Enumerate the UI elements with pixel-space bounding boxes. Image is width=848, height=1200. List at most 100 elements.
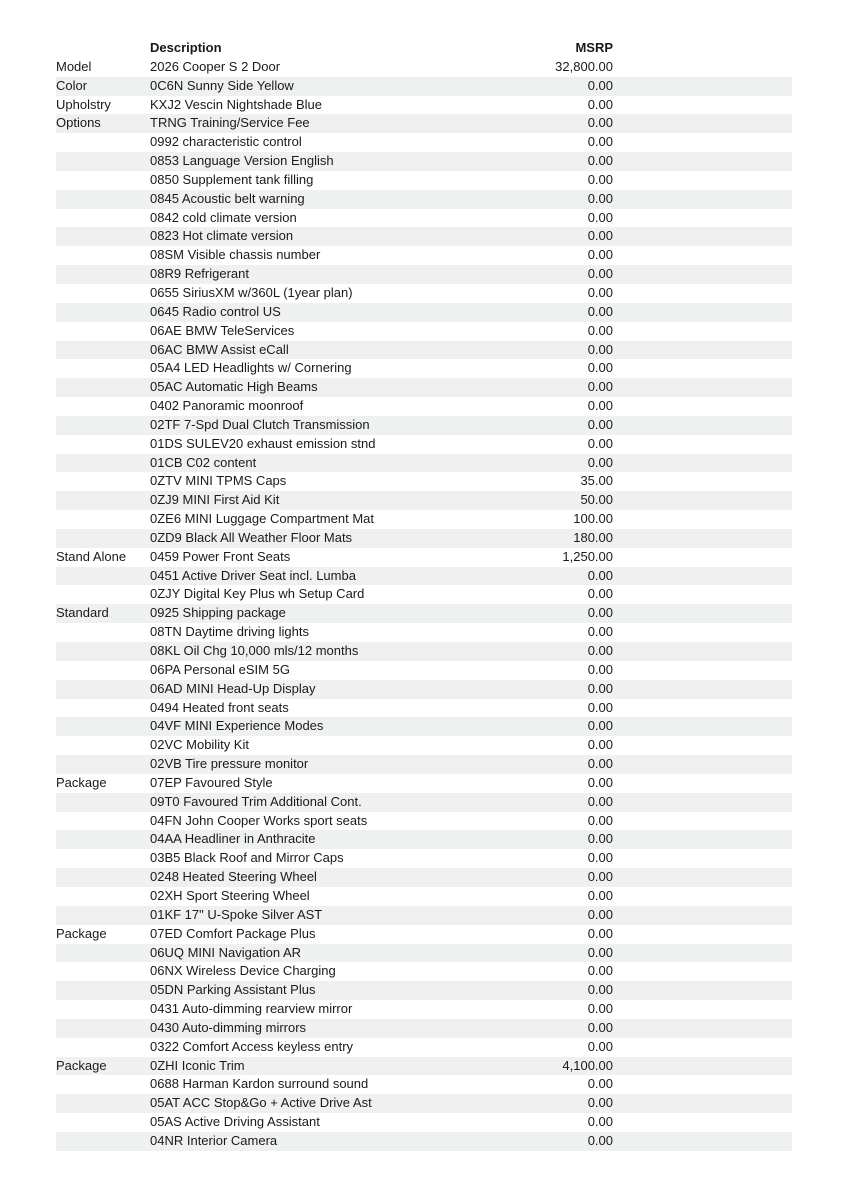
row-msrp: 0.00 bbox=[587, 680, 613, 696]
table-row: Package 07EP Favoured Style 0.00 bbox=[56, 774, 792, 793]
table-row: Package 0ZHI Iconic Trim 4,100.00 bbox=[56, 1056, 792, 1076]
row-msrp: 0.00 bbox=[587, 605, 613, 621]
row-category bbox=[56, 133, 150, 152]
row-description: 0494 Heated front seats bbox=[150, 699, 289, 715]
row-msrp: 0.00 bbox=[587, 153, 613, 169]
row-description: 04FN John Cooper Works sport seats bbox=[150, 812, 368, 828]
table-row: 0248 Heated Steering Wheel 0.00 bbox=[56, 868, 792, 887]
msrp-column-header: MSRP bbox=[575, 40, 613, 55]
row-msrp: 0.00 bbox=[587, 869, 613, 885]
row-msrp: 0.00 bbox=[587, 96, 613, 112]
row-category: Stand Alone bbox=[56, 548, 127, 564]
row-msrp: 0.00 bbox=[587, 1114, 613, 1130]
row-description: 05AT ACC Stop&Go + Active Drive Ast bbox=[150, 1095, 372, 1111]
row-category: Package bbox=[56, 1057, 107, 1073]
row-spacer bbox=[613, 58, 792, 77]
row-category bbox=[56, 209, 150, 228]
table-row: 0845 Acoustic belt warning 0.00 bbox=[56, 189, 792, 209]
row-description: 0850 Supplement tank filling bbox=[150, 171, 314, 187]
table-row: 01KF 17" U-Spoke Silver AST 0.00 bbox=[56, 905, 792, 925]
row-msrp: 0.00 bbox=[587, 266, 613, 282]
table-row: 0451 Active Driver Seat incl. Lumba 0.00 bbox=[56, 566, 792, 586]
row-spacer bbox=[613, 472, 792, 491]
row-description: 0853 Language Version English bbox=[150, 153, 334, 169]
row-msrp: 0.00 bbox=[587, 435, 613, 451]
row-category bbox=[56, 661, 150, 680]
row-category: Upholstry bbox=[56, 96, 111, 112]
table-row: 0494 Heated front seats 0.00 bbox=[56, 699, 792, 718]
table-row: 08SM Visible chassis number 0.00 bbox=[56, 246, 792, 265]
row-msrp: 0.00 bbox=[587, 398, 613, 414]
table-row: Model 2026 Cooper S 2 Door 32,800.00 bbox=[56, 58, 792, 77]
row-category bbox=[56, 284, 150, 303]
row-category bbox=[56, 246, 150, 265]
row-spacer bbox=[613, 359, 792, 378]
table-body: Model 2026 Cooper S 2 Door 32,800.00 Color 0… bbox=[56, 58, 792, 1151]
row-description: 2026 Cooper S 2 Door bbox=[150, 58, 281, 74]
row-msrp: 0.00 bbox=[587, 756, 613, 772]
table-row: Stand Alone 0459 Power Front Seats 1,250.0… bbox=[56, 548, 792, 567]
row-category bbox=[56, 1094, 150, 1113]
row-category bbox=[56, 359, 150, 378]
row-description: 05AS Active Driving Assistant bbox=[150, 1114, 320, 1130]
row-spacer bbox=[613, 1000, 792, 1019]
row-msrp: 0.00 bbox=[587, 77, 613, 93]
row-description: 04AA Headliner in Anthracite bbox=[150, 831, 316, 847]
row-msrp: 0.00 bbox=[587, 887, 613, 903]
row-msrp: 0.00 bbox=[587, 1019, 613, 1035]
row-spacer bbox=[613, 1113, 792, 1132]
table-row: 06PA Personal eSIM 5G 0.00 bbox=[56, 661, 792, 680]
table-row: 0ZD9 Black All Weather Floor Mats 180.00 bbox=[56, 528, 792, 548]
table-row: 0992 characteristic control 0.00 bbox=[56, 133, 792, 152]
row-category bbox=[56, 491, 150, 510]
table-row: 06NX Wireless Device Charging 0.00 bbox=[56, 962, 792, 981]
row-msrp: 0.00 bbox=[587, 134, 613, 150]
table-row: 02VC Mobility Kit 0.00 bbox=[56, 736, 792, 755]
row-description: 0845 Acoustic belt warning bbox=[150, 190, 305, 206]
row-category: Standard bbox=[56, 605, 109, 621]
row-description: 02VB Tire pressure monitor bbox=[150, 756, 309, 772]
row-category: Package bbox=[56, 774, 107, 790]
row-category bbox=[56, 303, 150, 322]
row-description: 0ZE6 MINI Luggage Compartment Mat bbox=[150, 511, 374, 527]
row-msrp: 0.00 bbox=[587, 812, 613, 828]
row-msrp: 0.00 bbox=[587, 643, 613, 658]
row-msrp: 0.00 bbox=[587, 1001, 613, 1017]
row-description: 04NR Interior Camera bbox=[150, 1132, 278, 1148]
row-category bbox=[56, 906, 150, 925]
row-spacer bbox=[613, 454, 792, 473]
row-msrp: 0.00 bbox=[587, 567, 613, 583]
row-spacer bbox=[613, 925, 792, 944]
row-spacer bbox=[613, 623, 792, 642]
row-category bbox=[56, 510, 150, 529]
row-spacer bbox=[613, 227, 792, 246]
row-msrp: 0.00 bbox=[587, 1095, 613, 1111]
row-category bbox=[56, 717, 150, 736]
row-category bbox=[56, 1000, 150, 1019]
row-category bbox=[56, 529, 150, 548]
row-description: 0ZJY Digital Key Plus wh Setup Card bbox=[150, 586, 365, 602]
table-row: 02TF 7-Spd Dual Clutch Transmission 0.00 bbox=[56, 415, 792, 435]
row-category bbox=[56, 680, 150, 699]
row-spacer bbox=[613, 114, 792, 133]
row-description: 08TN Daytime driving lights bbox=[150, 624, 309, 640]
row-spacer bbox=[613, 1132, 792, 1151]
row-description: 0402 Panoramic moonroof bbox=[150, 398, 304, 414]
row-category bbox=[56, 1019, 150, 1038]
row-description: 07EP Favoured Style bbox=[150, 774, 273, 790]
row-description: 0655 SiriusXM w/360L (1year plan) bbox=[150, 284, 353, 300]
row-description: 02XH Sport Steering Wheel bbox=[150, 887, 310, 903]
row-category bbox=[56, 849, 150, 868]
row-msrp: 0.00 bbox=[587, 850, 613, 866]
row-category bbox=[56, 227, 150, 246]
row-category bbox=[56, 585, 150, 604]
table-row: 0ZTV MINI TPMS Caps 35.00 bbox=[56, 472, 792, 491]
row-spacer bbox=[613, 1038, 792, 1057]
row-msrp: 0.00 bbox=[587, 963, 613, 979]
row-spacer bbox=[613, 680, 792, 699]
row-category bbox=[56, 567, 150, 586]
spacer-column-header bbox=[613, 39, 792, 58]
table-row: 0322 Comfort Access keyless entry 0.00 bbox=[56, 1038, 792, 1057]
table-row: 08KL Oil Chg 10,000 mls/12 months 0.00 bbox=[56, 642, 792, 661]
table-row: Package 07ED Comfort Package Plus 0.00 bbox=[56, 925, 792, 944]
